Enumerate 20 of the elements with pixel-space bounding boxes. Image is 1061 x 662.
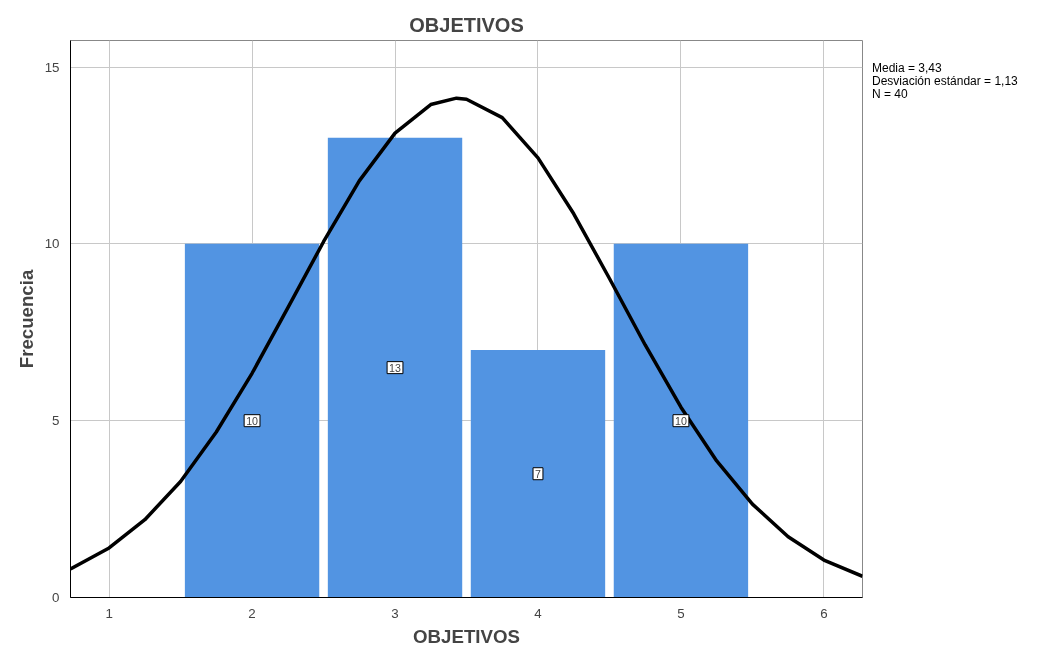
x-axis-title: OBJETIVOS: [413, 625, 520, 647]
y-axis-title: Frecuencia: [15, 269, 37, 369]
y-tick-label: 0: [52, 590, 60, 605]
x-tick-label: 3: [391, 605, 399, 621]
x-tick-label: 5: [677, 605, 685, 621]
x-tick-label: 4: [534, 605, 543, 621]
data-label: 13: [389, 361, 402, 374]
x-tick-label: 2: [248, 605, 256, 621]
y-tick-label: 15: [44, 59, 60, 75]
text: N = 40: [872, 87, 908, 101]
y-tick-label: 5: [52, 413, 60, 429]
data-label: 10: [246, 414, 259, 427]
y-tick-label: 10: [44, 236, 60, 252]
x-tick-label: 6: [820, 605, 828, 621]
data-label: 7: [535, 467, 542, 480]
data-label: 10: [675, 414, 687, 427]
text: Desviación estándar = 1,13: [872, 74, 1018, 88]
chart-title: OBJETIVOS: [409, 13, 524, 36]
text: Media = 3,43: [872, 61, 942, 75]
x-tick-label: 1: [105, 605, 113, 621]
